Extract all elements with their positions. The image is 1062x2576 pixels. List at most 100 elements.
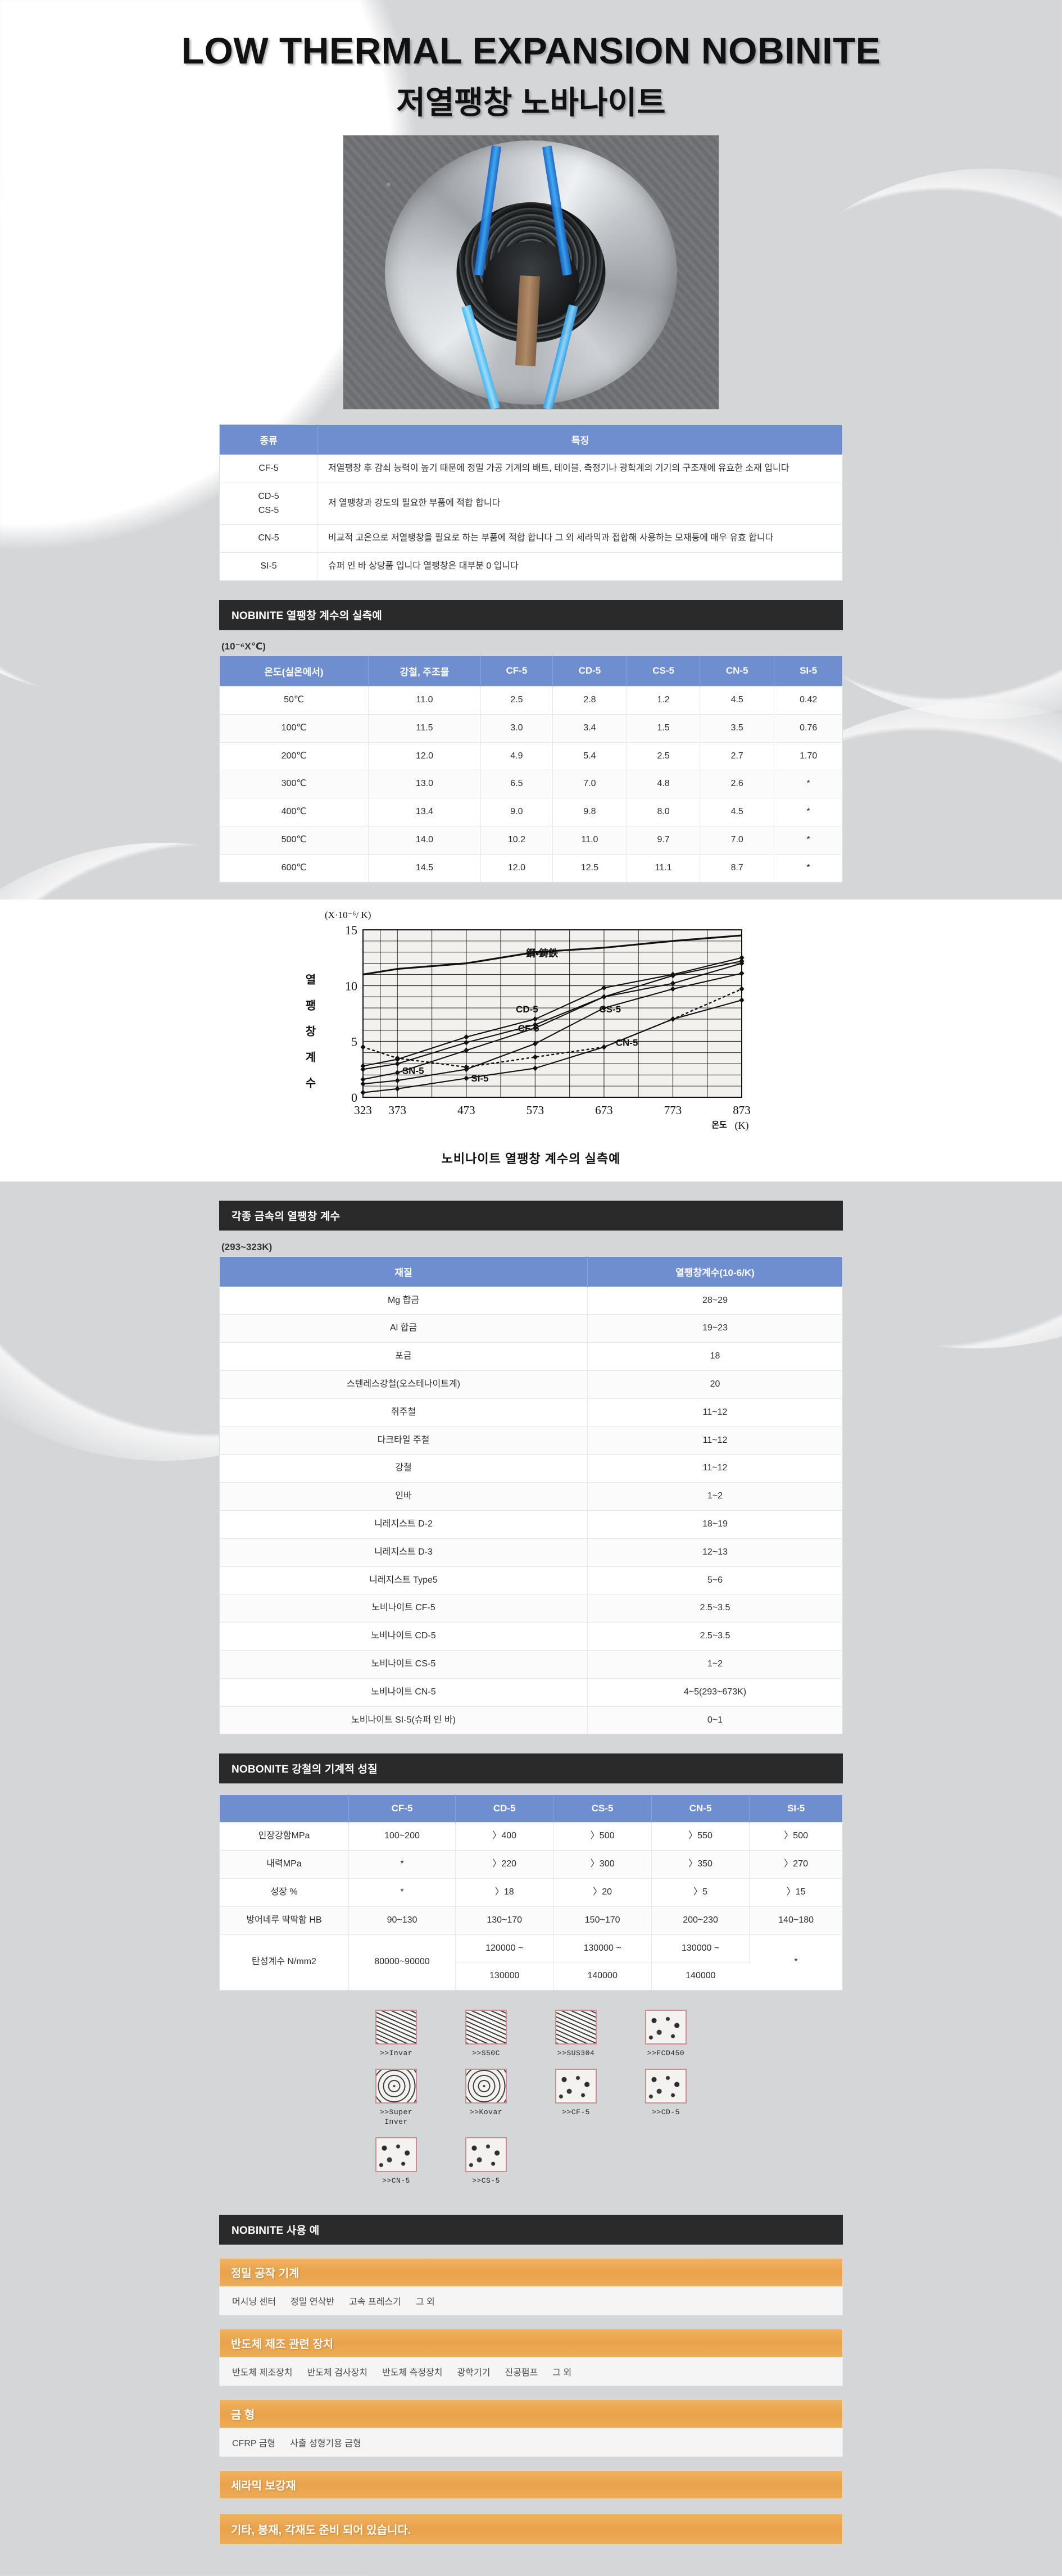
micrograph-item[interactable]: >>S50C xyxy=(441,2010,531,2059)
chart-series-label: CN-5 xyxy=(616,1037,638,1048)
kinds-table: 종류 특징 CF-5 저열팽창 후 감쇠 능력이 높기 때문에 정밀 가공 기계… xyxy=(219,424,843,581)
material-cell: Mg 합금 xyxy=(219,1286,588,1315)
material-cell: 다크타일 주철 xyxy=(219,1426,588,1455)
coefficient-cell: 28~29 xyxy=(587,1286,843,1315)
micrograph-item[interactable]: >>CS-5 xyxy=(441,2137,531,2186)
usage-block-title: 세라믹 보강재 xyxy=(219,2470,843,2500)
coefficient-cell: 20 xyxy=(587,1370,843,1399)
col-cf5: CF-5 xyxy=(348,1794,456,1823)
value-cell: 11.5 xyxy=(368,714,481,743)
usage-item: 고속 프레스기 xyxy=(349,2297,401,2307)
material-cell: 노비나이트 SI-5(슈퍼 인 바) xyxy=(219,1706,588,1734)
value-cell: 0.42 xyxy=(774,685,843,715)
col-si5: SI-5 xyxy=(774,656,843,687)
value-cell: * xyxy=(774,825,843,855)
table-row: CF-5 저열팽창 후 감쇠 능력이 높기 때문에 정밀 가공 기계의 배트, … xyxy=(219,455,843,483)
value-cell: 〉15 xyxy=(749,1878,843,1907)
col-cs5: CS-5 xyxy=(627,656,701,687)
micrograph-item[interactable]: >>Invar xyxy=(351,2010,441,2059)
value-cell: 8.7 xyxy=(700,853,775,883)
usage-item: 광학기기 xyxy=(457,2368,491,2378)
title-english: LOW THERMAL EXPANSION NOBINITE xyxy=(181,30,881,71)
coefficient-cell: 11~12 xyxy=(587,1426,843,1455)
chart-container: (X·10⁻⁶/ K) 열 팽 창 계 수 0 5 10 15 323 373 473 573… xyxy=(163,910,899,1167)
value-cell: * xyxy=(348,1850,456,1879)
table-header-row: CF-5 CD-5 CS-5 CN-5 SI-5 xyxy=(219,1794,843,1823)
value-cell: 7.0 xyxy=(552,770,628,798)
micrograph-item[interactable]: >>CF-5 xyxy=(531,2068,621,2127)
material-cell: 쥐주철 xyxy=(219,1398,588,1427)
material-cell: 니레지스트 Type5 xyxy=(219,1566,588,1594)
micrograph-item[interactable]: >>Kovar xyxy=(441,2068,531,2127)
usage-block: 반도체 제조 관련 장치 반도체 제조장치 반도체 검사장치 반도체 측정장치 광학기기… xyxy=(219,2329,843,2387)
micrograph-item[interactable]: >>CN-5 xyxy=(351,2137,441,2186)
usage-item: 반도체 측정장치 xyxy=(382,2368,443,2378)
temperature-cell: 50℃ xyxy=(219,685,369,715)
micrograph-item[interactable]: >>FCD450 xyxy=(621,2010,711,2059)
material-cell: 노비나이트 CN-5 xyxy=(219,1678,588,1707)
usage-item: 그 외 xyxy=(415,2297,435,2307)
usage-block: 정밀 공작 기계 머시닝 센터 정밀 연삭반 고속 프레스기 그 외 xyxy=(219,2258,843,2316)
coefficient-cell: 2.5~3.5 xyxy=(587,1622,843,1651)
table-row: 니레지스트 Type5 5~6 xyxy=(219,1566,843,1594)
value-cell: 100~200 xyxy=(348,1822,456,1851)
micrograph-texture xyxy=(376,2069,416,2102)
value-cell: 2.7 xyxy=(700,742,775,770)
property-label: 내력MPa xyxy=(219,1850,349,1879)
value-cell: 140~180 xyxy=(749,1906,843,1934)
table-row: 200℃ 12.0 4.9 5.4 2.5 2.7 1.70 xyxy=(219,742,843,770)
svg-text:15: 15 xyxy=(345,923,357,937)
value-cell: 11.0 xyxy=(368,685,481,715)
value-cell: 〉220 xyxy=(455,1850,554,1879)
chart-section: (X·10⁻⁶/ K) 열 팽 창 계 수 0 5 10 15 323 373 473 573… xyxy=(0,899,1062,1182)
coefficient-unit-label: (10⁻⁶X℃) xyxy=(221,640,266,652)
table-row: Al 합금 19~23 xyxy=(219,1314,843,1343)
material-cell: 노비나이트 CD-5 xyxy=(219,1622,588,1651)
property-label: 인장강함MPa xyxy=(219,1822,349,1851)
material-cell: 노비나이트 CF-5 xyxy=(219,1594,588,1623)
micrograph-texture xyxy=(556,2069,596,2102)
value-cell: 4.8 xyxy=(627,770,701,798)
svg-text:0: 0 xyxy=(351,1091,357,1105)
micrograph-image xyxy=(645,2068,687,2103)
metals-section: 각종 금속의 열팽창 계수 (293~323K) 재질 열팽창계수(10-6/K… xyxy=(219,1200,843,1735)
value-cell: 〉350 xyxy=(651,1850,750,1879)
micrograph-item[interactable]: >>SUS304 xyxy=(531,2010,621,2059)
micrograph-image xyxy=(465,2010,507,2045)
svg-text:10: 10 xyxy=(345,979,357,993)
usage-item-list: 반도체 제조장치 반도체 검사장치 반도체 측정장치 광학기기 진공펌프 그 외 xyxy=(219,2357,843,2387)
svg-text:673: 673 xyxy=(595,1103,613,1117)
micrograph-item[interactable]: >>CD-5 xyxy=(621,2068,711,2127)
chart-svg: 0 5 10 15 323 373 473 573 673 773 873 온도 (K) 鋼・鋳鉄 CD-5… xyxy=(345,923,751,1132)
micrograph-caption: >>CD-5 xyxy=(652,2107,680,2116)
value-cell: 140000 xyxy=(651,1962,750,1991)
value-cell: 1.2 xyxy=(627,685,701,715)
value-cell: 3.5 xyxy=(700,714,775,743)
col-property xyxy=(219,1794,349,1823)
feature-cell: 비교적 고온으로 저열팽창을 필요로 하는 부품에 적합 합니다 그 외 세라믹… xyxy=(317,524,843,553)
chart-series-label: SI-5 xyxy=(471,1073,488,1084)
chart-series-label: CS-5 xyxy=(599,1004,621,1015)
feature-cell: 저 열팽창과 강도의 필요한 부품에 적합 합니다 xyxy=(317,482,843,525)
value-cell: 2.5 xyxy=(480,685,553,715)
title-korean: 저열팽창 노바나이트 xyxy=(396,85,666,120)
value-cell: 〉500 xyxy=(749,1822,843,1851)
usage-item: 반도체 검사장치 xyxy=(307,2368,368,2378)
value-cell: 〉300 xyxy=(553,1850,652,1879)
table-row: CN-5 비교적 고온으로 저열팽창을 필요로 하는 부품에 적합 합니다 그 … xyxy=(219,524,843,553)
section-bar-metals: 각종 금속의 열팽창 계수 xyxy=(219,1200,843,1230)
temperature-cell: 600℃ xyxy=(219,853,369,883)
value-cell: * xyxy=(348,1878,456,1907)
table-row: SI-5 슈퍼 인 바 상당품 입니다 열팽창은 대부분 0 입니다 xyxy=(219,552,843,581)
micrograph-texture xyxy=(466,2011,506,2044)
micrograph-caption: >>Invar xyxy=(379,2049,413,2058)
micrograph-caption: >>S50C xyxy=(472,2049,500,2058)
value-cell: 4.5 xyxy=(700,685,775,715)
usage-block: 금 형 CFRP 금형 사출 성형기용 금형 xyxy=(219,2400,843,2457)
property-label: 탄성계수 N/mm2 xyxy=(219,1934,349,1991)
micrograph-texture xyxy=(466,2069,506,2102)
micrograph-item[interactable]: >>Super Inver xyxy=(351,2068,441,2127)
value-cell: 80000~90000 xyxy=(348,1934,456,1991)
svg-text:373: 373 xyxy=(389,1103,407,1117)
